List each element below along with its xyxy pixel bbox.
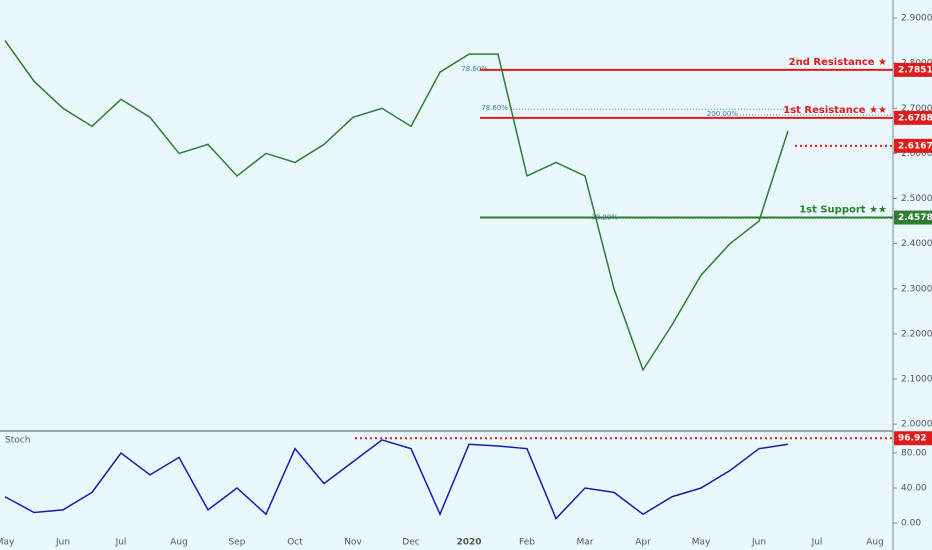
y-tick-label: 2.40000	[901, 239, 932, 249]
series-line	[4, 439, 789, 520]
level-name: 2nd Resistance ★	[789, 57, 887, 68]
x-tick-label: 2020	[456, 538, 481, 548]
x-tick-label: Jul	[115, 538, 127, 548]
level-badge	[894, 62, 932, 77]
y-tick-label: 2.00000	[901, 420, 932, 430]
level-value: 2.45787	[898, 213, 932, 223]
level-name: 1st Support ★★	[799, 205, 887, 216]
x-tick-label: May	[0, 538, 15, 548]
x-tick-label: Jun	[55, 538, 70, 548]
x-tick-label: Jun	[751, 538, 766, 548]
level-value: 2.67885	[898, 113, 932, 123]
level-badge	[894, 210, 932, 225]
fib-label: 78.60%	[461, 65, 488, 73]
x-tick-label: Nov	[344, 538, 362, 548]
level-value: 2.78511	[898, 65, 932, 75]
y-tick-label: 80.00	[901, 449, 927, 459]
level-badge	[894, 431, 932, 446]
x-tick-label: May	[692, 538, 711, 548]
x-tick-label: Apr	[635, 538, 651, 548]
x-tick-label: Aug	[866, 538, 884, 548]
level-badge	[894, 110, 932, 125]
y-tick-label: 2.60000	[901, 149, 932, 159]
y-tick-label: 2.30000	[901, 284, 932, 294]
level-value: 2.61678	[898, 141, 932, 151]
fib-label: 78.60%	[481, 104, 508, 112]
level-value: 96.92	[898, 434, 926, 444]
x-tick-label: Sep	[229, 538, 246, 548]
fib-label: 200.00%	[707, 110, 738, 118]
x-tick-label: Dec	[402, 538, 419, 548]
x-tick-label: Feb	[519, 538, 535, 548]
y-tick-label: 2.10000	[901, 375, 932, 385]
y-tick-label: 2.50000	[901, 194, 932, 204]
y-tick-label: 2.70000	[901, 104, 932, 114]
y-tick-label: 2.90000	[901, 14, 932, 24]
y-tick-label: 2.20000	[901, 329, 932, 339]
panel-title: Stoch	[5, 436, 30, 446]
x-tick-label: Aug	[170, 538, 188, 548]
x-tick-label: Jul	[811, 538, 823, 548]
x-tick-label: Oct	[287, 538, 303, 548]
y-tick-label: 40.00	[901, 484, 927, 494]
x-tick-label: Mar	[577, 538, 594, 548]
y-tick-label: 0.00	[901, 518, 921, 528]
level-name: 1st Resistance ★★	[783, 105, 887, 116]
series-line	[4, 40, 789, 372]
level-badge	[894, 138, 932, 153]
